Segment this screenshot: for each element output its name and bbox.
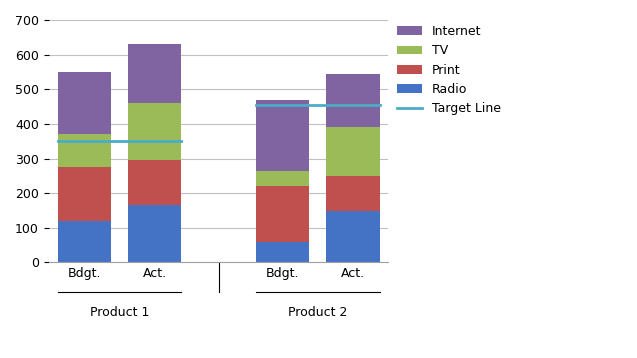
Bar: [255, 100, 309, 171]
Bar: [255, 171, 309, 186]
Bar: [128, 205, 182, 262]
Bar: [255, 242, 309, 262]
Bar: [327, 176, 380, 211]
Bar: [255, 186, 309, 242]
Bar: [57, 167, 111, 221]
Bar: [327, 74, 380, 127]
Bar: [57, 221, 111, 262]
Legend: Internet, TV, Print, Radio, Target Line: Internet, TV, Print, Radio, Target Line: [392, 20, 506, 120]
Bar: [57, 72, 111, 134]
Bar: [327, 211, 380, 262]
Bar: [327, 127, 380, 176]
Bar: [128, 103, 182, 160]
Text: Product 1: Product 1: [90, 306, 149, 319]
Bar: [128, 44, 182, 103]
Bar: [57, 134, 111, 167]
Bar: [128, 160, 182, 205]
Text: Product 2: Product 2: [288, 306, 347, 319]
